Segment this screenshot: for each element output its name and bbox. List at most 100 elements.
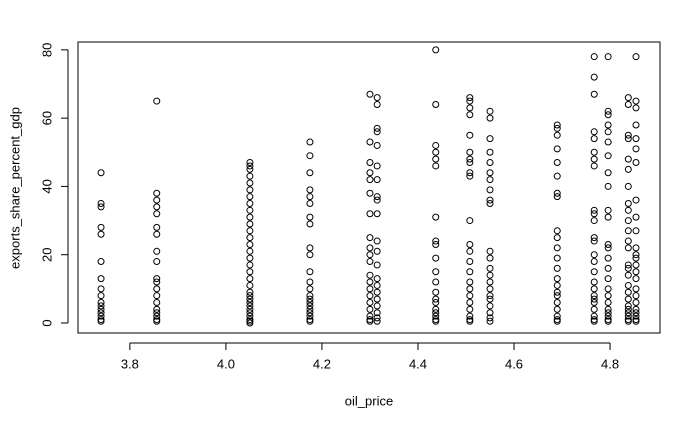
point [246,234,254,242]
point [624,131,632,139]
point [553,121,561,129]
point [486,314,494,322]
point [604,254,612,262]
point [590,206,598,214]
point [553,234,561,242]
point [246,305,254,313]
point [553,131,561,139]
point [306,244,314,252]
point [553,193,561,201]
point [624,237,632,245]
point [306,285,314,293]
point [306,220,314,228]
point [432,240,440,248]
point [590,217,598,225]
x-tick-label: 4.8 [601,356,619,371]
point [153,292,161,300]
point [553,189,561,197]
point [153,203,161,211]
point [153,305,161,313]
point [632,244,640,252]
point [604,169,612,177]
point [373,237,381,245]
point [306,295,314,303]
point [153,299,161,307]
point [624,206,632,214]
point [466,305,474,313]
point [486,295,494,303]
point [604,244,612,252]
point [632,268,640,276]
point [486,264,494,272]
point [153,317,161,325]
point [590,317,598,325]
point [432,148,440,156]
point [632,213,640,221]
point [246,261,254,269]
point [246,302,254,310]
point [553,317,561,325]
point [306,186,314,194]
point [306,251,314,259]
point [246,288,254,296]
point [466,299,474,307]
point [604,312,612,320]
point [624,309,632,317]
point [604,309,612,317]
x-tick-label: 4.0 [217,356,235,371]
point [153,258,161,266]
point [624,302,632,310]
point [366,312,374,320]
point [590,234,598,242]
point [553,145,561,153]
point [604,213,612,221]
point [97,169,105,177]
point [366,292,374,300]
y-tick-label: 0 [39,319,54,326]
y-axis-label: exports_share_percent_gdp [7,107,22,269]
point [97,275,105,283]
point [486,309,494,317]
point [553,281,561,289]
point [590,155,598,163]
point [624,100,632,108]
point [366,251,374,259]
point [590,237,598,245]
point [373,295,381,303]
point [624,305,632,313]
point [432,268,440,276]
point [246,275,254,283]
point [306,292,314,300]
point [553,292,561,300]
point [632,299,640,307]
point [466,155,474,163]
point [97,292,105,300]
point [366,159,374,167]
x-tick-label: 4.6 [505,356,523,371]
point [97,223,105,231]
point [366,234,374,242]
point [246,319,254,327]
point [632,251,640,259]
point [97,285,105,293]
point [97,302,105,310]
point [466,240,474,248]
point [604,53,612,61]
point [466,169,474,177]
point [553,312,561,320]
point [306,305,314,313]
point [366,169,374,177]
point [590,292,598,300]
point [624,217,632,225]
point [553,227,561,235]
point [604,240,612,248]
point [306,299,314,307]
point [432,295,440,303]
point [373,288,381,296]
point [624,288,632,296]
point [624,281,632,289]
point [632,261,640,269]
point [246,309,254,317]
point [486,285,494,293]
point [604,292,612,300]
